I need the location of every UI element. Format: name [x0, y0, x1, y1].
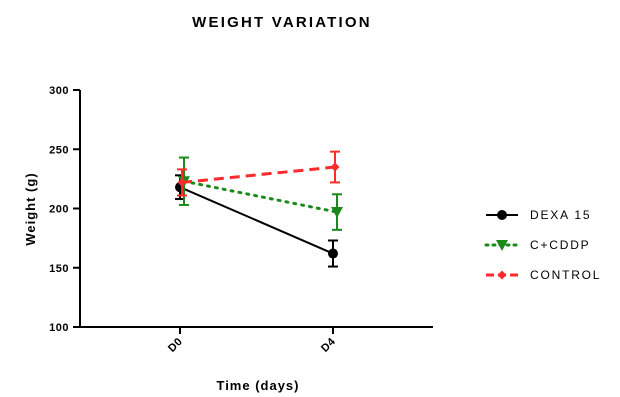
- legend-label: CONTROL: [530, 268, 601, 282]
- y-ticks: 100 150 200 250 300: [49, 85, 80, 334]
- legend: DEXA 15 C+CDDP CONTROL: [484, 208, 601, 282]
- y-tick-label: 250: [49, 144, 69, 156]
- plot-area: [175, 150, 343, 268]
- x-tick-label: D4: [319, 335, 338, 354]
- series-line: [179, 186, 334, 255]
- legend-marker: [496, 240, 508, 251]
- series-line: [181, 165, 336, 184]
- x-tick-label: D0: [166, 336, 185, 355]
- series-dexa-15: [175, 174, 338, 268]
- x-axis-label: Time (days): [216, 378, 299, 393]
- y-tick-label: 300: [49, 85, 69, 97]
- data-point: [177, 177, 187, 187]
- series-line: [182, 179, 339, 214]
- data-point: [330, 162, 340, 172]
- data-point: [328, 248, 338, 259]
- y-tick-label: 150: [49, 263, 69, 275]
- legend-marker: [497, 270, 507, 280]
- series-control: [177, 150, 340, 197]
- chart-title: WEIGHT VARIATION: [192, 14, 372, 31]
- legend-item: DEXA 15: [486, 208, 591, 222]
- legend-item: C+CDDP: [484, 238, 590, 252]
- legend-label: DEXA 15: [530, 208, 591, 222]
- y-axis-label: Weight (g): [23, 172, 38, 245]
- y-tick-label: 100: [49, 322, 69, 334]
- data-point: [331, 207, 343, 219]
- axes: [79, 90, 433, 328]
- legend-item: CONTROL: [486, 268, 601, 282]
- y-tick-label: 200: [49, 204, 69, 216]
- legend-label: C+CDDP: [530, 238, 590, 252]
- x-ticks: D0 D4: [166, 327, 338, 355]
- legend-marker: [497, 210, 507, 220]
